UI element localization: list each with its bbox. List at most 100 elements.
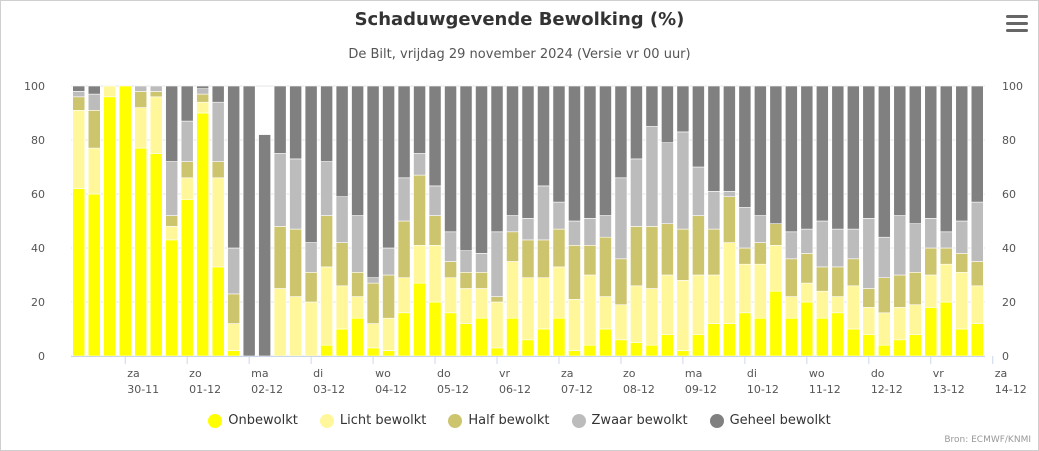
bar-segment-onbewolkt	[846, 328, 860, 357]
bar-segment-zwaar-bewolkt	[831, 228, 845, 268]
bar-segment-half-bewolkt	[366, 282, 380, 324]
bar-segment-geheel-bewolkt	[599, 85, 612, 216]
bar-segment-geheel-bewolkt	[970, 85, 984, 203]
bar-segment-onbewolkt	[738, 312, 752, 357]
bar-segment-licht-bewolkt	[846, 285, 860, 330]
bar-segment-geheel-bewolkt	[877, 85, 891, 238]
bar-segment-licht-bewolkt	[366, 323, 380, 349]
bar-segment-geheel-bewolkt	[521, 85, 535, 219]
bar-segment-half-bewolkt	[924, 247, 938, 276]
bar-segment-licht-bewolkt	[692, 274, 705, 335]
bar-segment-licht-bewolkt	[521, 277, 535, 341]
legend-item-licht-bewolkt[interactable]: Licht bewolkt	[319, 413, 426, 428]
bar-segment-half-bewolkt	[211, 161, 225, 179]
bar-segment-onbewolkt	[970, 323, 984, 357]
x-tick-label-day: do	[437, 367, 451, 380]
bar-segment-zwaar-bewolkt	[320, 161, 333, 216]
legend-label: Geheel bewolkt	[729, 413, 831, 428]
bar-segment-zwaar-bewolkt	[676, 131, 690, 230]
x-tick-label-date: 07-12	[561, 383, 593, 396]
bar-segment-geheel-bewolkt	[846, 85, 860, 230]
x-tick-label-day: di	[313, 367, 323, 380]
bar-segment-onbewolkt	[475, 317, 488, 357]
bar-segment-zwaar-bewolkt	[459, 250, 473, 273]
bar-segment-onbewolkt	[118, 85, 132, 357]
x-tick-label-day: vr	[499, 367, 511, 380]
bar-segment-half-bewolkt	[862, 288, 876, 308]
bar-segment-zwaar-bewolkt	[149, 85, 163, 92]
bar-segment-zwaar-bewolkt	[304, 242, 318, 273]
bar-segment-zwaar-bewolkt	[614, 177, 628, 260]
y-tick-label-left: 100	[24, 80, 45, 93]
menu-line	[1006, 22, 1028, 25]
bar-segment-zwaar-bewolkt	[568, 220, 581, 246]
x-tick-label-date: 11-12	[809, 383, 841, 396]
bar-segment-half-bewolkt	[769, 223, 783, 246]
legend-item-onbewolkt[interactable]: Onbewolkt	[208, 413, 298, 428]
bar-segment-geheel-bewolkt	[939, 85, 953, 233]
bar-segment-half-bewolkt	[707, 228, 721, 276]
x-tick-label-date: 02-12	[251, 383, 283, 396]
bar-segment-zwaar-bewolkt	[227, 247, 241, 295]
bar-segment-geheel-bewolkt	[754, 85, 767, 216]
bar-segment-geheel-bewolkt	[800, 85, 814, 230]
bar-segment-geheel-bewolkt	[273, 85, 287, 154]
chart-subtitle: De Bilt, vrijdag 29 november 2024 (Versi…	[348, 47, 691, 62]
bar-segment-onbewolkt	[877, 344, 891, 357]
bar-segment-licht-bewolkt	[738, 263, 752, 314]
bar-segment-zwaar-bewolkt	[211, 101, 225, 162]
bar-segment-onbewolkt	[103, 96, 117, 357]
y-tick-label-left: 80	[31, 134, 45, 147]
bar-segment-licht-bewolkt	[583, 274, 597, 346]
credits[interactable]: Bron: ECMWF/KNMI	[944, 435, 1031, 445]
legend-item-half-bewolkt[interactable]: Half bewolkt	[448, 413, 550, 428]
legend: Onbewolkt Licht bewolkt Half bewolkt Zwa…	[0, 413, 1039, 428]
legend-label: Zwaar bewolkt	[591, 413, 688, 428]
bar-segment-geheel-bewolkt	[320, 85, 333, 162]
bar-segment-onbewolkt	[831, 312, 845, 357]
legend-item-geheel-bewolkt[interactable]: Geheel bewolkt	[709, 413, 831, 428]
bar-segment-half-bewolkt	[676, 228, 690, 281]
bar-segment-zwaar-bewolkt	[273, 153, 287, 227]
bar-segment-onbewolkt	[614, 339, 628, 357]
bar-segment-zwaar-bewolkt	[475, 253, 488, 273]
x-tick-label-day: ma	[251, 367, 268, 380]
bar-segment-licht-bewolkt	[862, 307, 876, 335]
bar-segment-geheel-bewolkt	[552, 85, 566, 203]
bar-segment-half-bewolkt	[661, 223, 674, 276]
bar-segment-geheel-bewolkt	[661, 85, 674, 144]
bar-segment-zwaar-bewolkt	[599, 215, 612, 238]
bar-segment-geheel-bewolkt	[692, 85, 705, 168]
bar-segment-zwaar-bewolkt	[583, 218, 597, 246]
bar-segment-geheel-bewolkt	[258, 134, 271, 357]
bar-segment-onbewolkt	[413, 282, 426, 357]
bar-segment-licht-bewolkt	[893, 307, 907, 341]
bar-segment-geheel-bewolkt	[242, 85, 256, 357]
bar-segment-zwaar-bewolkt	[335, 196, 349, 243]
bar-segment-zwaar-bewolkt	[552, 201, 566, 230]
bar-segment-licht-bewolkt	[676, 280, 690, 351]
legend-item-zwaar-bewolkt[interactable]: Zwaar bewolkt	[571, 413, 688, 428]
bar-segment-half-bewolkt	[521, 239, 535, 278]
bar-segment-licht-bewolkt	[72, 110, 86, 189]
x-tick-label-date: 14-12	[995, 383, 1027, 396]
bar-segment-licht-bewolkt	[103, 85, 117, 98]
bar-segment-zwaar-bewolkt	[397, 177, 411, 222]
bar-segment-geheel-bewolkt	[87, 85, 101, 95]
x-tick-label-day: wo	[809, 367, 825, 380]
bar-segment-half-bewolkt	[72, 96, 86, 111]
bar-segment-geheel-bewolkt	[397, 85, 411, 179]
hamburger-menu-icon[interactable]	[1005, 15, 1029, 35]
bar-segment-geheel-bewolkt	[475, 85, 488, 254]
bar-segment-geheel-bewolkt	[289, 85, 302, 160]
bar-segment-onbewolkt	[661, 334, 674, 357]
y-tick-label-right: 60	[1002, 188, 1016, 201]
bar-segment-zwaar-bewolkt	[955, 220, 969, 254]
bar-segment-geheel-bewolkt	[72, 85, 86, 92]
bar-segment-licht-bewolkt	[800, 282, 814, 303]
bar-segment-zwaar-bewolkt	[630, 158, 643, 227]
bar-segment-onbewolkt	[351, 317, 364, 357]
bar-segment-zwaar-bewolkt	[877, 236, 891, 278]
bar-segment-geheel-bewolkt	[738, 85, 752, 208]
